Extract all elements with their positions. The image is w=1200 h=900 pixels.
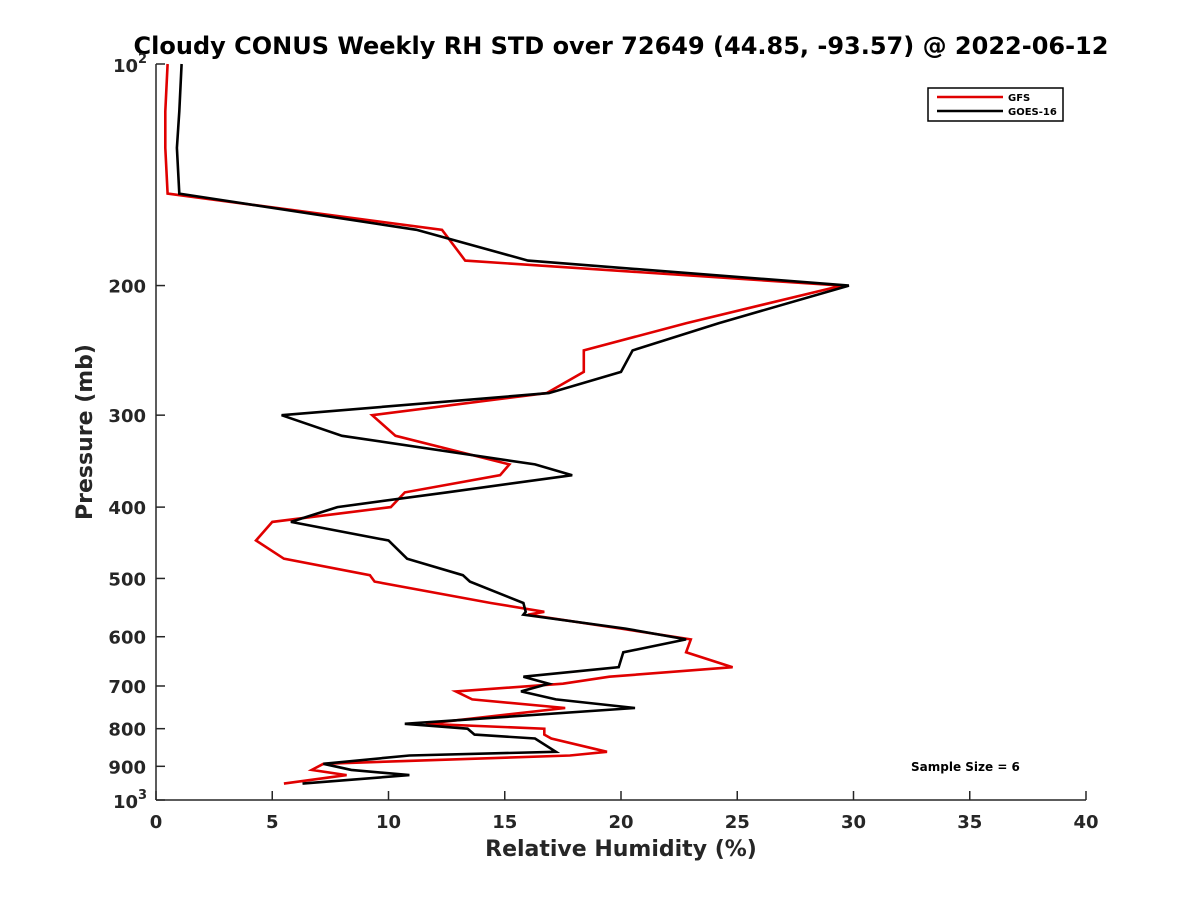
y-tick-label-power: 10	[113, 56, 138, 77]
chart-title: Cloudy CONUS Weekly RH STD over 72649 (4…	[134, 32, 1109, 60]
series-layer	[164, 63, 850, 785]
x-tick-label: 20	[608, 812, 633, 833]
y-tick-label: 800	[108, 720, 146, 741]
x-tick-label: 0	[150, 812, 163, 833]
x-tick-label: 35	[957, 812, 982, 833]
x-tick-label: 15	[492, 812, 517, 833]
x-tick-label: 30	[841, 812, 866, 833]
sample-size-annotation: Sample Size = 6	[911, 760, 1020, 774]
y-axis-label: Pressure (mb)	[73, 344, 98, 520]
x-tick-label: 40	[1073, 812, 1098, 833]
x-tick-label: 5	[266, 812, 279, 833]
x-tick-label: 25	[725, 812, 750, 833]
y-tick-label: 500	[108, 569, 146, 590]
legend-box	[927, 87, 1064, 122]
y-tick-label-exponent: 3	[138, 788, 147, 803]
y-tick-label: 700	[108, 677, 146, 698]
legend: GFS GOES-16	[927, 87, 1064, 122]
y-tick-label: 200	[108, 277, 146, 298]
y-tick-label-power: 10	[113, 792, 138, 813]
series-line-goes-16	[175, 63, 850, 785]
y-tick-label: 400	[108, 498, 146, 519]
legend-label-gfs: GFS	[1008, 93, 1030, 104]
y-tick-label: 900	[108, 757, 146, 778]
x-tick-label: 10	[376, 812, 401, 833]
x-axis-label: Relative Humidity (%)	[485, 837, 757, 862]
y-tick-label-exponent: 2	[138, 52, 147, 67]
y-tick-label: 300	[108, 406, 146, 427]
legend-label-goes-16: GOES-16	[1008, 107, 1057, 118]
x-ticks: 0 5 10 15 20 25 30 35 40	[150, 791, 1099, 833]
y-tick-label: 600	[108, 628, 146, 649]
series-line-gfs	[164, 63, 843, 785]
